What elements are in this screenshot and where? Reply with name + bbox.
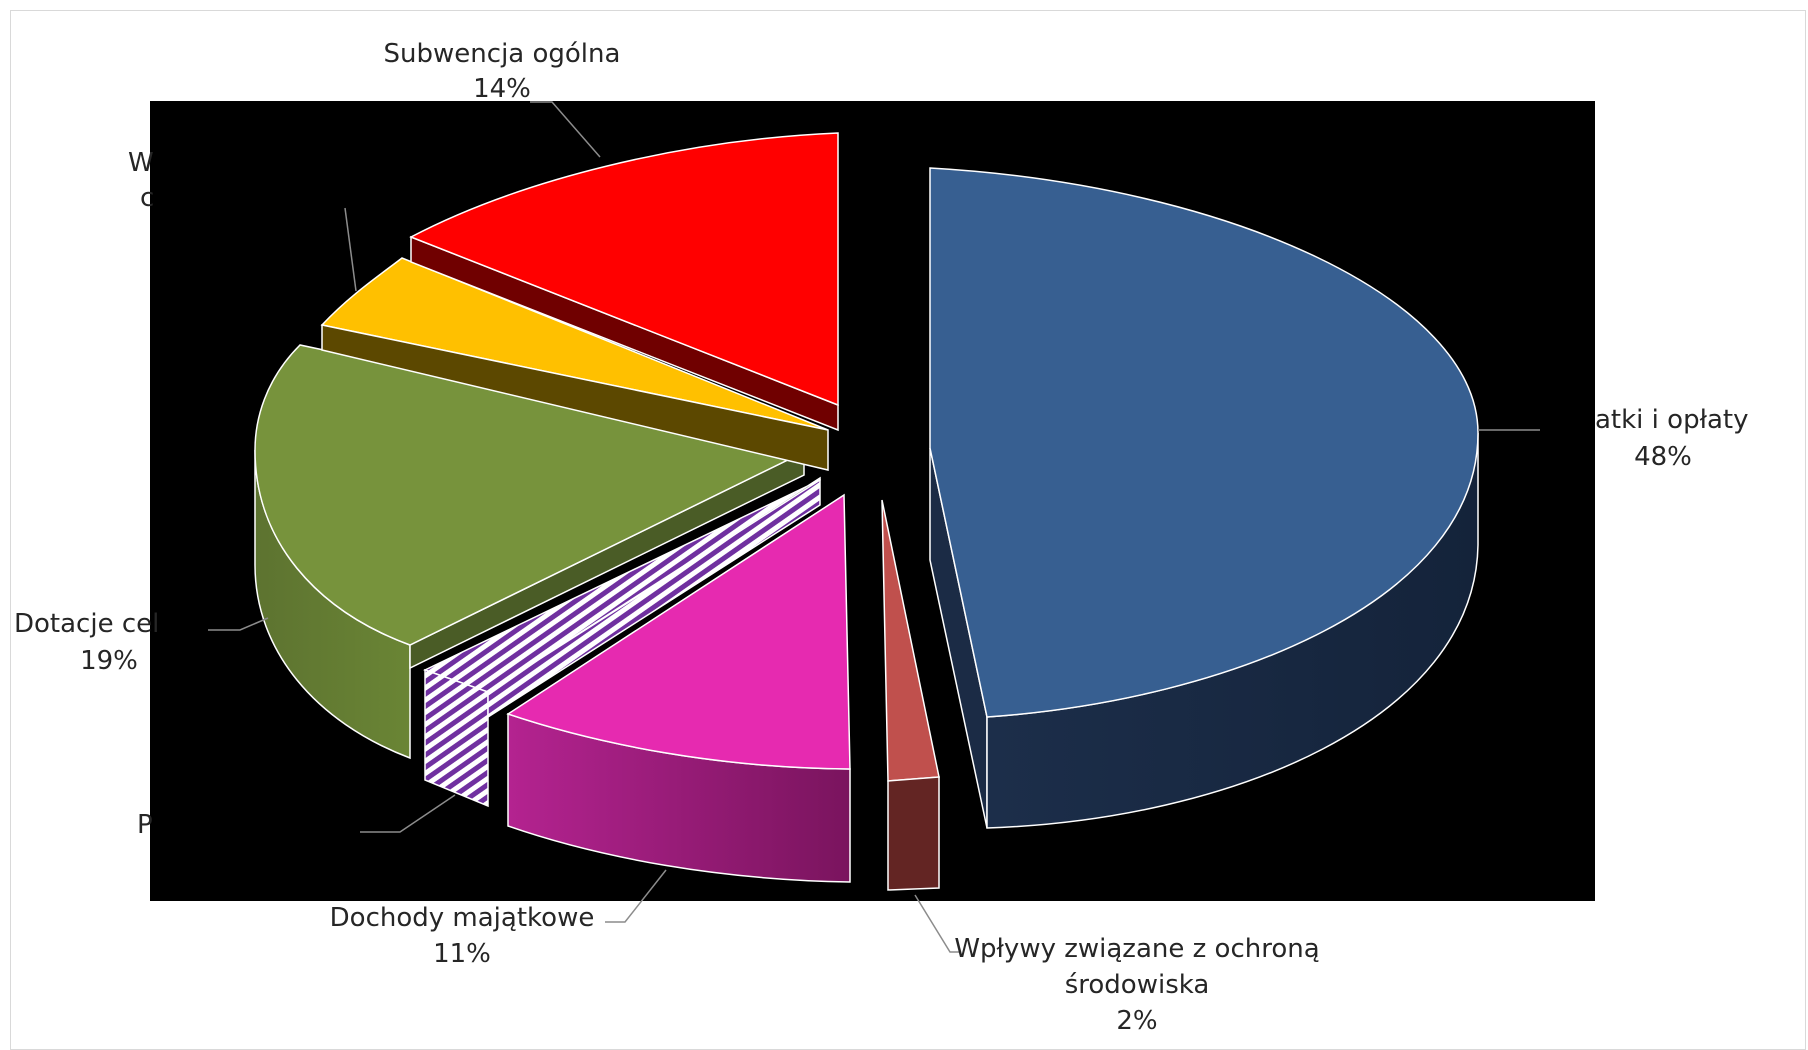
label-w-line2: c	[140, 183, 154, 213]
slice-w[interactable]	[320, 257, 829, 471]
label-subwencja-pct: 14%	[473, 74, 531, 104]
leader-line-dotacje	[208, 617, 269, 631]
label-podatki-name: atki i opłaty	[1595, 405, 1748, 435]
leader-line-subwencja	[530, 101, 601, 158]
slice-dochody-majatkowe[interactable]	[506, 493, 851, 883]
label-dotacje-name: Dotacje cel	[14, 609, 159, 639]
label-dotacje-pct: 19%	[80, 646, 138, 676]
slice-p-side-a	[424, 668, 489, 808]
slice-dochody-top	[506, 493, 851, 770]
slice-wplywy-srodowisko[interactable]	[881, 499, 940, 891]
slice-wplywy-side	[887, 776, 940, 891]
slice-p-side-b	[487, 478, 821, 719]
slice-podatki[interactable]	[929, 167, 1479, 829]
leader-line-p	[360, 794, 456, 833]
leader-line-w	[344, 207, 357, 292]
leader-line-wplywy	[914, 894, 960, 953]
slice-podatki-top	[929, 167, 1479, 718]
slice-dotacje[interactable]	[254, 344, 807, 760]
label-w-line1: W	[128, 148, 154, 178]
leader-lines	[208, 101, 1540, 953]
label-subwencja-name: Subwencja ogólna	[384, 39, 621, 69]
slice-subwencja[interactable]	[409, 132, 839, 432]
label-wplywy-pct: 2%	[1116, 1006, 1157, 1035]
slice-dotacje-top	[254, 344, 807, 646]
label-wplywy-line2: środowiska	[1065, 970, 1210, 1000]
slice-p[interactable]	[423, 476, 821, 808]
slice-subwencja-top	[409, 132, 839, 407]
label-podatki-pct: 48%	[1634, 442, 1692, 472]
slice-w-side	[321, 324, 829, 471]
label-p-name: P	[137, 810, 153, 840]
label-dochody-pct: 11%	[433, 939, 491, 969]
leader-line-dochody	[605, 869, 667, 923]
slice-w-top	[320, 257, 829, 431]
label-wplywy-line1: Wpływy związane z ochroną	[954, 934, 1319, 964]
label-dochody-name: Dochody majątkowe	[330, 903, 595, 933]
